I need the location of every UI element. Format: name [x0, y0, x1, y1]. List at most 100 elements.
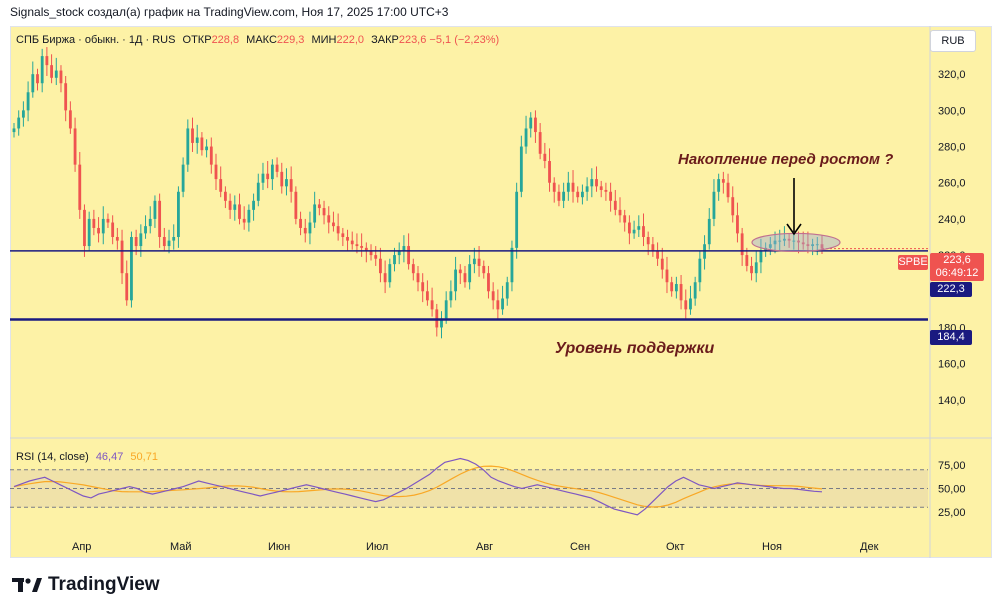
rsi-ma-value: 50,71: [130, 451, 158, 463]
y-tick-label: 300,0: [938, 105, 966, 117]
change-value: −5,1 (−2,23%): [429, 34, 500, 46]
candle-body: [12, 128, 16, 133]
candle-body: [618, 209, 622, 216]
candle-body: [177, 191, 180, 237]
candle-body: [153, 200, 157, 219]
candle-body: [670, 282, 674, 292]
candle-body: [792, 240, 796, 242]
candle-body: [783, 238, 786, 241]
candle-body: [364, 247, 368, 252]
tradingview-logo[interactable]: TradingView: [12, 574, 160, 596]
candle-body: [374, 255, 378, 259]
candle-body: [327, 215, 331, 223]
candle-body: [811, 244, 815, 247]
candle-body: [388, 264, 392, 283]
candle-body: [501, 298, 504, 310]
candle-body: [787, 238, 791, 241]
last-price-tag: 223,6 06:49:12: [930, 253, 984, 281]
candle-body: [534, 117, 537, 133]
candle-body: [421, 282, 425, 292]
candle-body: [764, 247, 768, 252]
candle-body: [411, 264, 415, 274]
rsi-line: [13, 457, 823, 516]
candle-body: [660, 258, 664, 270]
candle-body: [242, 218, 246, 223]
ticker-tag: SPBE: [898, 255, 928, 270]
rsi-tick-label: 75,00: [938, 460, 966, 472]
candle-body: [200, 137, 204, 151]
candle-body: [472, 258, 476, 265]
candle-body: [125, 273, 129, 301]
candle-body: [64, 83, 68, 111]
y-tick-label: 320,0: [938, 69, 966, 81]
candle-body: [252, 200, 255, 210]
candle-body: [68, 110, 72, 129]
candle-body: [294, 191, 298, 219]
candle-body: [416, 273, 420, 283]
candle-body: [130, 237, 133, 301]
candle-body: [519, 146, 523, 192]
candle-body: [346, 237, 349, 241]
candle-body: [613, 200, 617, 210]
symbol-legend: СПБ Биржа · обыкн. · 1Д · RUS ОТКР228,8 …: [16, 34, 499, 46]
y-tick-label: 140,0: [938, 395, 966, 407]
level-upper-tag: 222,3: [930, 282, 972, 297]
candle-body: [101, 218, 105, 234]
candle-body: [280, 171, 284, 187]
candle-body: [120, 240, 124, 274]
candle-body: [557, 191, 561, 201]
candle-body: [477, 258, 481, 266]
symbol-name: СПБ Биржа · обыкн. · 1Д · RUS: [16, 34, 176, 46]
candle-body: [21, 110, 25, 118]
tradingview-brand: TradingView: [48, 574, 160, 595]
candle-body: [158, 200, 162, 237]
candle-body: [693, 282, 697, 299]
y-tick-label: 260,0: [938, 178, 966, 190]
candle-body: [336, 226, 340, 234]
candle-body: [449, 291, 453, 301]
candle-body: [17, 117, 21, 129]
accumulation-zone: [751, 232, 841, 253]
candle-body: [162, 237, 166, 247]
candle-body: [731, 197, 735, 216]
candle-body: [642, 226, 645, 237]
candle-body: [425, 291, 429, 301]
candle-body: [205, 146, 209, 151]
candle-body: [181, 164, 185, 192]
x-tick-label: Июн: [268, 541, 290, 553]
candle-body: [97, 227, 100, 234]
candle-body: [444, 300, 448, 319]
candle-body: [148, 218, 152, 227]
candle-body: [195, 137, 199, 143]
candle-body: [78, 164, 82, 210]
candle-body: [576, 191, 580, 198]
candle-body: [736, 215, 739, 234]
candle-body: [186, 128, 190, 165]
candle-body: [383, 273, 387, 283]
currency-button[interactable]: RUB: [930, 30, 976, 52]
x-tick-label: Ноя: [762, 541, 782, 553]
candle-body: [510, 247, 514, 283]
candle-body: [83, 209, 86, 247]
candle-body: [360, 246, 364, 248]
candle-body: [36, 74, 39, 84]
open-label: ОТКР: [182, 34, 212, 46]
price-chart[interactable]: 140,0160,0180,0200,0220,0240,0260,0280,0…: [10, 26, 992, 558]
candle-body: [815, 244, 819, 246]
candle-body: [651, 244, 655, 252]
candle-body: [487, 273, 490, 292]
x-tick-label: Окт: [666, 541, 685, 553]
candle-body: [637, 226, 641, 230]
candle-body: [515, 191, 519, 248]
candle-body: [646, 237, 650, 245]
candle-body: [529, 117, 533, 129]
candle-body: [458, 269, 462, 274]
candle-body: [219, 179, 223, 192]
candle-body: [247, 209, 251, 223]
candle-body: [609, 191, 613, 201]
candle-body: [223, 191, 227, 201]
candle-body: [632, 229, 636, 234]
candle-body: [407, 246, 411, 265]
candle-body: [285, 179, 288, 187]
candle-body: [308, 222, 312, 234]
